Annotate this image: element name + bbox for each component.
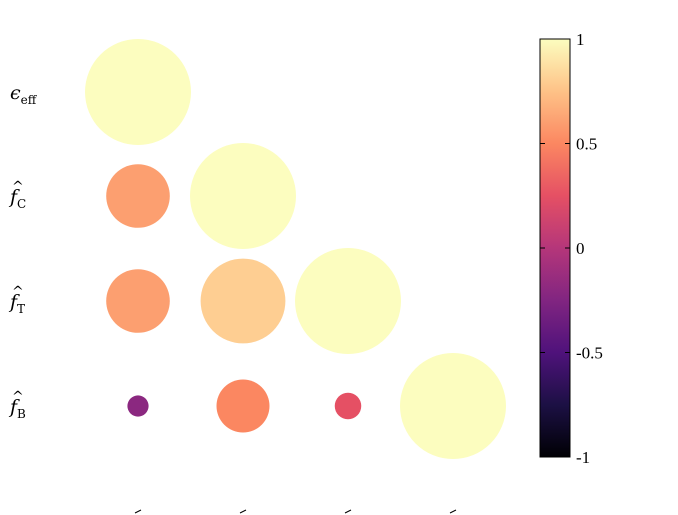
row-label-3: fB [8, 396, 26, 421]
colorbar-tick-label-1: 0.5 [576, 135, 597, 154]
correlation-circle-r1-c1 [190, 143, 296, 249]
correlation-circle-r0-c0 [85, 39, 191, 145]
colorbar-tick-label-3: -0.5 [576, 344, 603, 363]
correlation-circle-r3-c2 [334, 392, 362, 420]
colorbar-tick-label-0: 1 [576, 30, 585, 49]
correlation-circle-r2-c0 [106, 269, 170, 333]
row-label-hat-2: ^ [12, 284, 24, 300]
column-label-mark-2 [344, 509, 352, 514]
correlation-circle-r2-c2 [295, 248, 401, 354]
row-label-1: fC [8, 186, 26, 211]
column-label-mark-1 [239, 509, 247, 514]
row-label-hat-1: ^ [12, 179, 24, 195]
column-label-mark-3 [449, 509, 457, 514]
colorbar-tick-label-2: 0 [576, 239, 585, 258]
row-label-0: ϵeff [10, 82, 38, 107]
colorbar-tick-label-4: -1 [576, 448, 590, 467]
column-label-marks [134, 509, 457, 514]
correlation-circles [85, 39, 506, 459]
colorbar-ticks: 1 0.5 0 -0.5 -1 [540, 30, 603, 467]
column-label-mark-0 [134, 509, 142, 514]
correlation-circle-r1-c0 [106, 164, 170, 228]
colorbar: 1 0.5 0 -0.5 -1 [539, 30, 603, 467]
correlation-circle-r3-c0 [127, 395, 149, 417]
row-label-2: fT [8, 291, 25, 316]
correlation-circle-r3-c1 [216, 379, 270, 433]
row-label-hat-3: ^ [12, 389, 24, 405]
correlation-circle-r3-c3 [400, 353, 506, 459]
correlation-circle-r2-c1 [200, 258, 286, 344]
